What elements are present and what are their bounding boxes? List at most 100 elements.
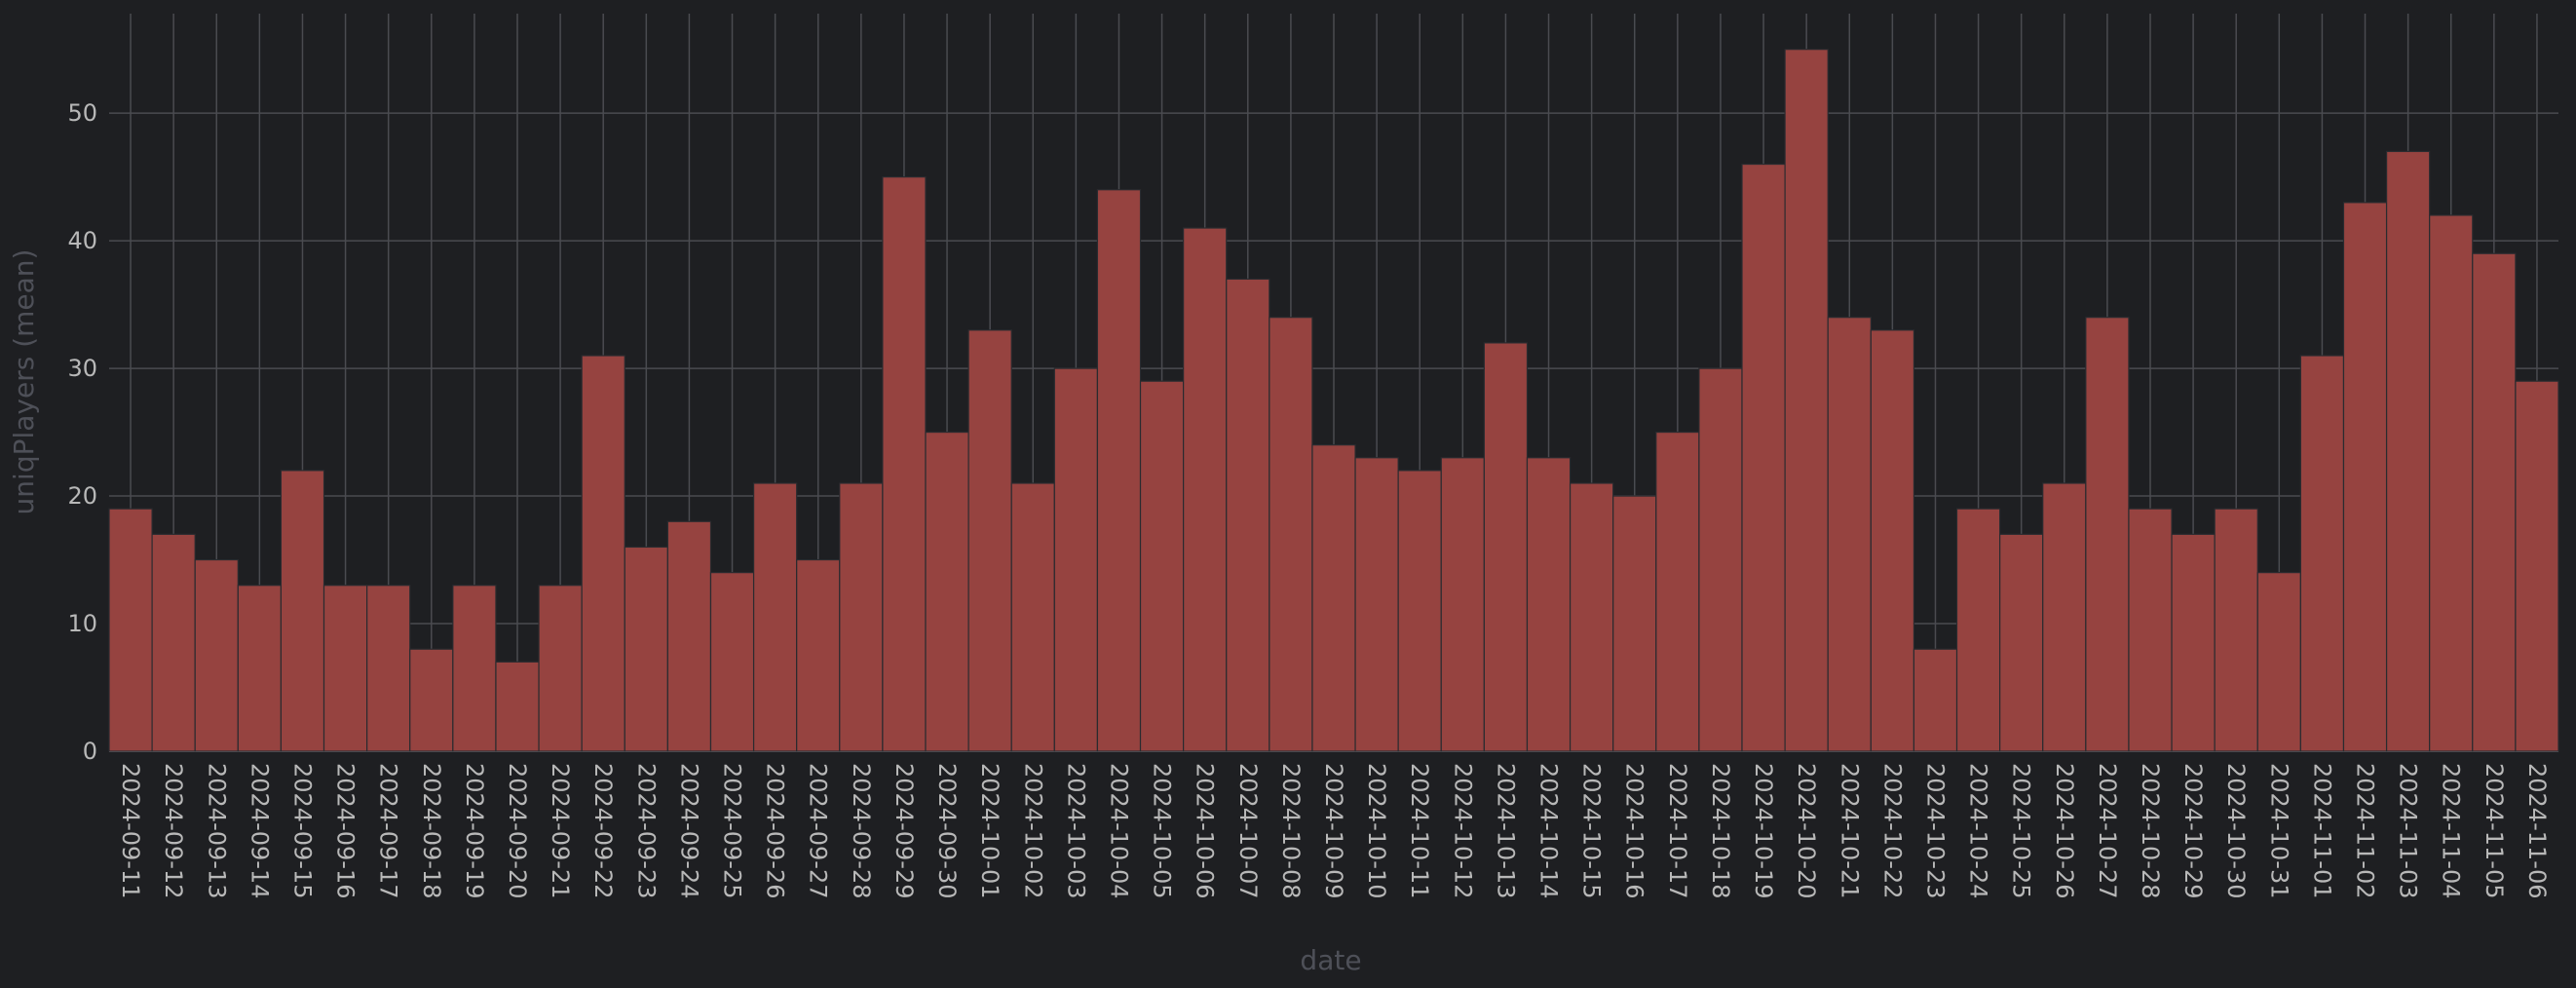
bar xyxy=(366,585,411,752)
bar xyxy=(2299,355,2345,752)
bar xyxy=(1526,457,1572,752)
x-tick-label: 2024-09-12 xyxy=(160,763,187,898)
y-tick-label: 20 xyxy=(67,482,97,510)
x-tick-label: 2024-09-23 xyxy=(632,763,660,898)
bar xyxy=(1655,431,1700,752)
bar xyxy=(2342,202,2388,752)
bar xyxy=(839,482,884,752)
bar xyxy=(237,585,283,752)
bar xyxy=(1183,227,1228,752)
bar xyxy=(1226,278,1270,752)
x-tick-label: 2024-10-29 xyxy=(2179,763,2207,898)
y-tick-label: 40 xyxy=(67,227,97,254)
bar xyxy=(1870,329,1915,752)
bar xyxy=(2256,572,2301,752)
x-tick-label: 2024-09-19 xyxy=(461,763,488,898)
x-tick-label: 2024-10-15 xyxy=(1578,763,1606,898)
bar xyxy=(151,533,196,752)
x-tick-label: 2024-10-31 xyxy=(2265,763,2292,898)
bar xyxy=(1827,317,1872,752)
bar xyxy=(2214,508,2258,752)
x-tick-label: 2024-10-03 xyxy=(1062,763,1089,898)
x-tick-label: 2024-10-30 xyxy=(2222,763,2250,898)
bar xyxy=(495,661,540,752)
x-tick-label: 2024-10-12 xyxy=(1449,763,1476,898)
bar xyxy=(1999,533,2044,752)
bar xyxy=(666,520,712,752)
bar xyxy=(624,546,668,752)
x-tick-label: 2024-11-03 xyxy=(2395,763,2422,898)
y-tick-label: 0 xyxy=(83,738,97,765)
x-tick-label: 2024-10-09 xyxy=(1320,763,1347,898)
bar xyxy=(194,558,239,752)
x-tick-label: 2024-09-26 xyxy=(762,763,789,898)
bar xyxy=(1698,367,1743,752)
bar xyxy=(1913,648,1958,752)
x-tick-label: 2024-10-02 xyxy=(1019,763,1046,898)
bar xyxy=(2042,482,2087,752)
bar xyxy=(1053,367,1099,752)
x-tick-label: 2024-11-04 xyxy=(2438,763,2465,898)
bar xyxy=(452,585,497,752)
x-tick-label: 2024-10-24 xyxy=(1965,763,1992,898)
bar xyxy=(1269,317,1313,752)
bar xyxy=(1955,508,2001,752)
bar xyxy=(2515,380,2559,752)
bar xyxy=(280,470,325,752)
x-tick-label: 2024-11-02 xyxy=(2352,763,2379,898)
bar xyxy=(1569,482,1614,752)
y-axis-title: uniqPlayers (mean) xyxy=(8,249,40,515)
x-tick-label: 2024-09-17 xyxy=(375,763,402,898)
y-tick-label: 30 xyxy=(67,355,97,382)
x-tick-label: 2024-10-08 xyxy=(1277,763,1305,898)
bar xyxy=(1096,189,1142,752)
x-tick-label: 2024-10-04 xyxy=(1105,763,1132,898)
bar xyxy=(2085,317,2130,752)
x-tick-label: 2024-09-11 xyxy=(117,763,144,898)
bar xyxy=(538,585,583,752)
x-tick-label: 2024-09-14 xyxy=(246,763,273,898)
x-tick-label: 2024-09-20 xyxy=(504,763,531,898)
bar xyxy=(882,176,927,752)
x-tick-label: 2024-10-21 xyxy=(1836,763,1863,898)
x-tick-label: 2024-10-19 xyxy=(1750,763,1777,898)
bar xyxy=(2171,533,2216,752)
x-axis-title: date xyxy=(1300,944,1361,976)
bars xyxy=(108,49,2559,752)
x-tick-label: 2024-10-20 xyxy=(1793,763,1820,898)
x-tick-label: 2024-09-25 xyxy=(719,763,746,898)
x-tick-label: 2024-09-13 xyxy=(203,763,230,898)
bar xyxy=(1354,457,1399,752)
bar xyxy=(2429,214,2474,752)
bar xyxy=(409,648,454,752)
x-tick-label: 2024-10-18 xyxy=(1707,763,1734,898)
x-tick-label: 2024-10-06 xyxy=(1192,763,1219,898)
bar xyxy=(1784,49,1829,752)
bar xyxy=(1483,342,1529,752)
x-tick-label: 2024-10-10 xyxy=(1363,763,1390,898)
bar xyxy=(925,431,969,752)
x-tick-label: 2024-10-26 xyxy=(2051,763,2078,898)
bar xyxy=(1741,163,1786,752)
x-tick-label: 2024-11-06 xyxy=(2523,763,2551,898)
bar xyxy=(1397,470,1442,752)
bar xyxy=(1139,380,1185,752)
bar xyxy=(752,482,798,752)
bar xyxy=(1612,495,1657,752)
x-tick-label: 2024-10-25 xyxy=(2008,763,2035,898)
x-tick-label: 2024-09-18 xyxy=(418,763,445,898)
x-tick-label: 2024-10-13 xyxy=(1492,763,1519,898)
x-tick-label: 2024-09-30 xyxy=(933,763,961,898)
x-tick-label: 2024-11-05 xyxy=(2481,763,2508,898)
x-tick-label: 2024-09-16 xyxy=(332,763,360,898)
y-tick-label: 10 xyxy=(67,610,97,637)
x-tick-label: 2024-09-27 xyxy=(805,763,832,898)
bar xyxy=(1440,457,1485,752)
x-tick-label: 2024-10-05 xyxy=(1149,763,1176,898)
x-tick-label: 2024-11-01 xyxy=(2308,763,2335,898)
x-tick-label: 2024-10-07 xyxy=(1234,763,1262,898)
x-tick-label: 2024-10-14 xyxy=(1535,763,1563,898)
y-tick-label: 50 xyxy=(67,99,97,127)
bar xyxy=(796,558,841,752)
